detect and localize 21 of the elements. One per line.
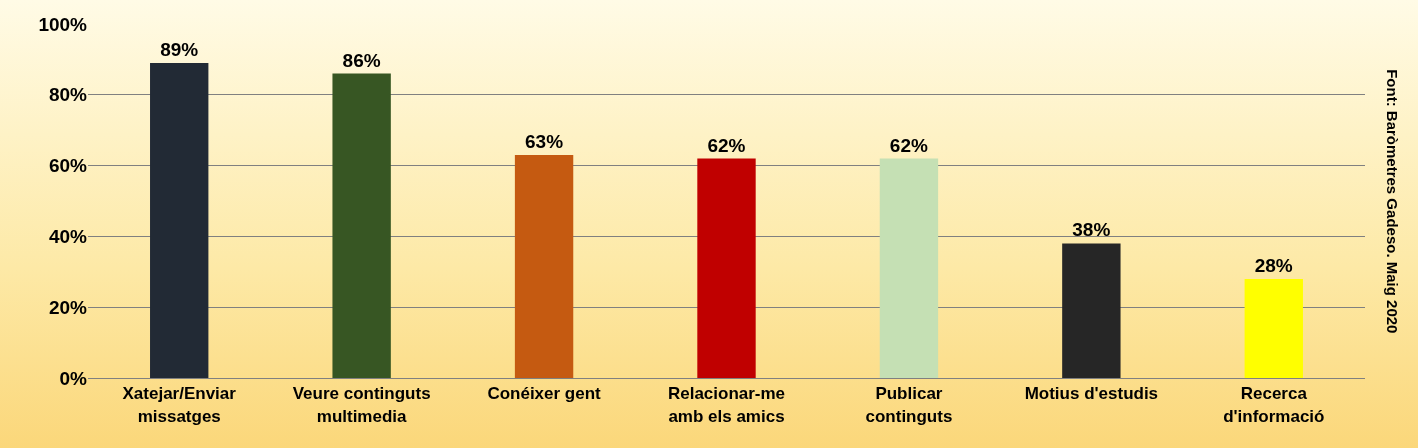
text: Font: Baròmetres Gadeso. Maig 2020 (1383, 69, 1401, 334)
data-label: 62% (889, 134, 928, 156)
data-label: 62% (707, 134, 746, 156)
y-tick-label: 0% (59, 367, 88, 389)
y-tick-label: 40% (48, 226, 88, 248)
x-tick-label: Motius d'estudis (1024, 384, 1159, 404)
data-label: 86% (342, 49, 381, 71)
y-tick-label: 20% (48, 296, 88, 318)
data-label: 28% (1254, 254, 1293, 276)
x-tick-label: Relacionar-me amb els amics (667, 384, 786, 426)
x-tick-label: Xatejar/Enviar missatges (122, 384, 237, 426)
x-tick-label: Veure continguts multimedia (292, 384, 431, 426)
y-tick-label: 100% (38, 13, 88, 35)
x-tick-label: Conéixer gent (487, 384, 602, 404)
data-label: 63% (525, 130, 564, 152)
y-tick-label: 80% (48, 84, 88, 106)
x-tick-label: Recerca d'informació (1223, 384, 1325, 426)
y-tick-label: 60% (48, 155, 88, 177)
data-label: 89% (160, 38, 199, 60)
data-label: 38% (1072, 219, 1111, 241)
x-tick-label: Publicar continguts (865, 384, 953, 426)
